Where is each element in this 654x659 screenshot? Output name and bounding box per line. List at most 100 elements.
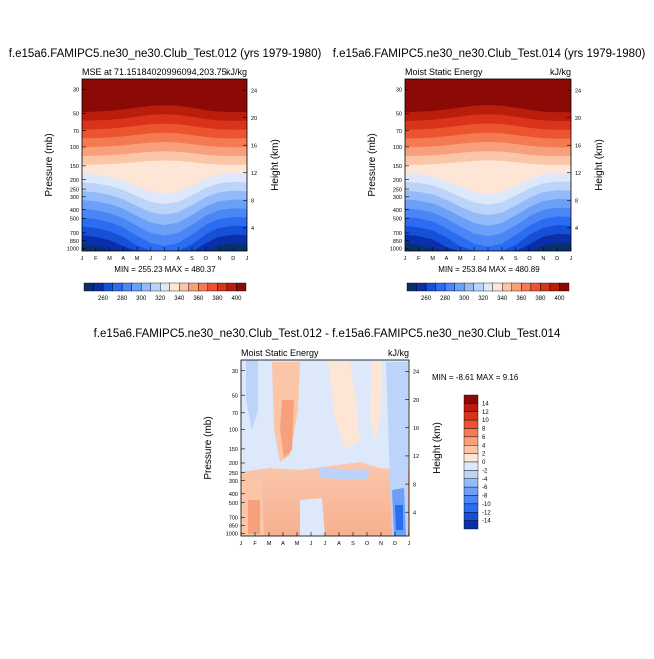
y-tick-label: 500 [70, 217, 79, 223]
y-tick-label: 300 [229, 479, 238, 485]
x-tick-label: O [365, 541, 370, 547]
contour-band [82, 234, 247, 251]
x-tick-label: N [541, 256, 545, 262]
contour-band [405, 242, 571, 251]
colorbar-swatch [121, 282, 132, 292]
panel-2-subtitle-left: Moist Static Energy [405, 67, 483, 77]
colorbar-swatch [169, 282, 180, 292]
colorbar-swatch [463, 512, 479, 521]
colorbar-swatch [131, 282, 142, 292]
y-tick-label: 500 [393, 217, 402, 223]
y-right-tick-label: 12 [251, 171, 257, 177]
panel-2-colorbar: 260 280 300 320 340 360 380 400 [406, 282, 570, 302]
y-tick-label: 850 [229, 524, 238, 530]
panel-2-contour-field [405, 79, 571, 252]
x-tick-label: O [204, 256, 209, 262]
y-tick-label: 30 [396, 88, 402, 94]
colorbar-label: -4 [482, 477, 488, 483]
diff-region-negative-band [318, 468, 370, 480]
panel-3-ylabel: Pressure (mb) [203, 416, 214, 479]
y-right-tick-label: 20 [413, 398, 419, 404]
colorbar-swatch [416, 282, 427, 292]
y-right-tick-label: 8 [575, 198, 578, 204]
colorbar-swatch [207, 282, 218, 292]
y-tick-label: 200 [393, 178, 402, 184]
colorbar-swatch [463, 411, 479, 421]
colorbar-swatch [511, 282, 522, 292]
x-tick-label: A [281, 541, 285, 547]
colorbar-swatch [540, 282, 551, 292]
panel-3-title: f.e15a6.FAMIPC5.ne30_ne30.Club_Test.012 … [94, 328, 561, 340]
x-tick-label: J [149, 256, 152, 262]
y-tick-label: 30 [232, 369, 238, 375]
panel-1-contour-field [82, 79, 247, 251]
colorbar-label: 340 [497, 296, 508, 302]
colorbar-label: 360 [193, 296, 204, 302]
x-tick-label: J [404, 256, 407, 262]
y-tick-label: 700 [229, 516, 238, 522]
y-tick-label: 50 [232, 393, 238, 399]
colorbar-label: -8 [482, 494, 488, 500]
y-tick-label: 850 [70, 239, 79, 245]
diff-region-negative-upper [241, 360, 409, 472]
panel-2-ylabel-right: Height (km) [594, 139, 605, 191]
colorbar-label: -2 [482, 468, 488, 474]
colorbar-label: 320 [155, 296, 166, 302]
colorbar-swatch [112, 282, 123, 292]
x-tick-label: J [324, 541, 327, 547]
y-right-tick-label: 16 [251, 143, 257, 149]
colorbar-swatch [521, 282, 532, 292]
colorbar-swatch [463, 436, 479, 446]
x-tick-label: J [408, 541, 411, 547]
colorbar-swatch [102, 282, 113, 292]
colorbar-label: 320 [478, 296, 489, 302]
x-tick-label: J [163, 256, 166, 262]
y-tick-label: 1000 [67, 247, 79, 253]
x-tick-label: J [487, 256, 490, 262]
x-tick-label: J [240, 541, 243, 547]
y-tick-label: 70 [396, 129, 402, 135]
panel-1-ylabel-right: Height (km) [270, 139, 281, 191]
colorbar-swatch [483, 282, 493, 292]
y-tick-label: 100 [70, 145, 79, 151]
y-tick-label: 70 [232, 411, 238, 417]
colorbar-swatch [463, 445, 479, 454]
x-tick-label: J [570, 256, 573, 262]
colorbar-label: 260 [98, 296, 109, 302]
colorbar-swatch [83, 282, 94, 292]
colorbar-swatch [140, 282, 151, 292]
panel-1-y-axis: 30 50 70 100 150 200 250 300 400 500 700 850 1000 [67, 88, 86, 253]
colorbar-label: 380 [535, 296, 546, 302]
colorbar-swatch [463, 520, 479, 530]
colorbar-swatch [463, 403, 479, 412]
colorbar-swatch [160, 282, 170, 292]
y-tick-label: 250 [393, 187, 402, 193]
colorbar-label: 360 [516, 296, 527, 302]
colorbar-swatch [406, 282, 417, 292]
panel-2: f.e15a6.FAMIPC5.ne30_ne30.Club_Test.014 … [333, 48, 646, 302]
panel-3: f.e15a6.FAMIPC5.ne30_ne30.Club_Test.012 … [94, 328, 561, 547]
colorbar-swatch [198, 282, 209, 292]
colorbar-swatch [463, 486, 479, 496]
colorbar-swatch [236, 282, 247, 292]
panel-1: f.e15a6.FAMIPC5.ne30_ne30.Club_Test.012 … [9, 48, 322, 302]
x-tick-label: J [246, 256, 249, 262]
y-tick-label: 1000 [226, 532, 238, 538]
y-right-tick-label: 24 [575, 88, 581, 94]
y-tick-label: 50 [73, 112, 79, 118]
y-tick-label: 250 [229, 471, 238, 477]
colorbar-swatch [463, 478, 479, 488]
y-right-tick-label: 20 [575, 116, 581, 122]
panel-2-ylabel: Pressure (mb) [367, 133, 378, 196]
colorbar-label: 8 [482, 427, 486, 433]
colorbar-swatch [463, 428, 479, 438]
x-tick-label: S [351, 541, 355, 547]
panel-3-y-axis: 30 50 70 100 150 200 250 300 400 500 700 850 1000 [226, 369, 245, 538]
y-tick-label: 1000 [390, 247, 402, 253]
y-right-tick-label: 8 [251, 198, 254, 204]
colorbar-swatch [463, 470, 479, 479]
colorbar-label: 4 [482, 443, 486, 449]
panel-2-y-axis-right: 24 20 16 12 8 4 [567, 88, 581, 232]
